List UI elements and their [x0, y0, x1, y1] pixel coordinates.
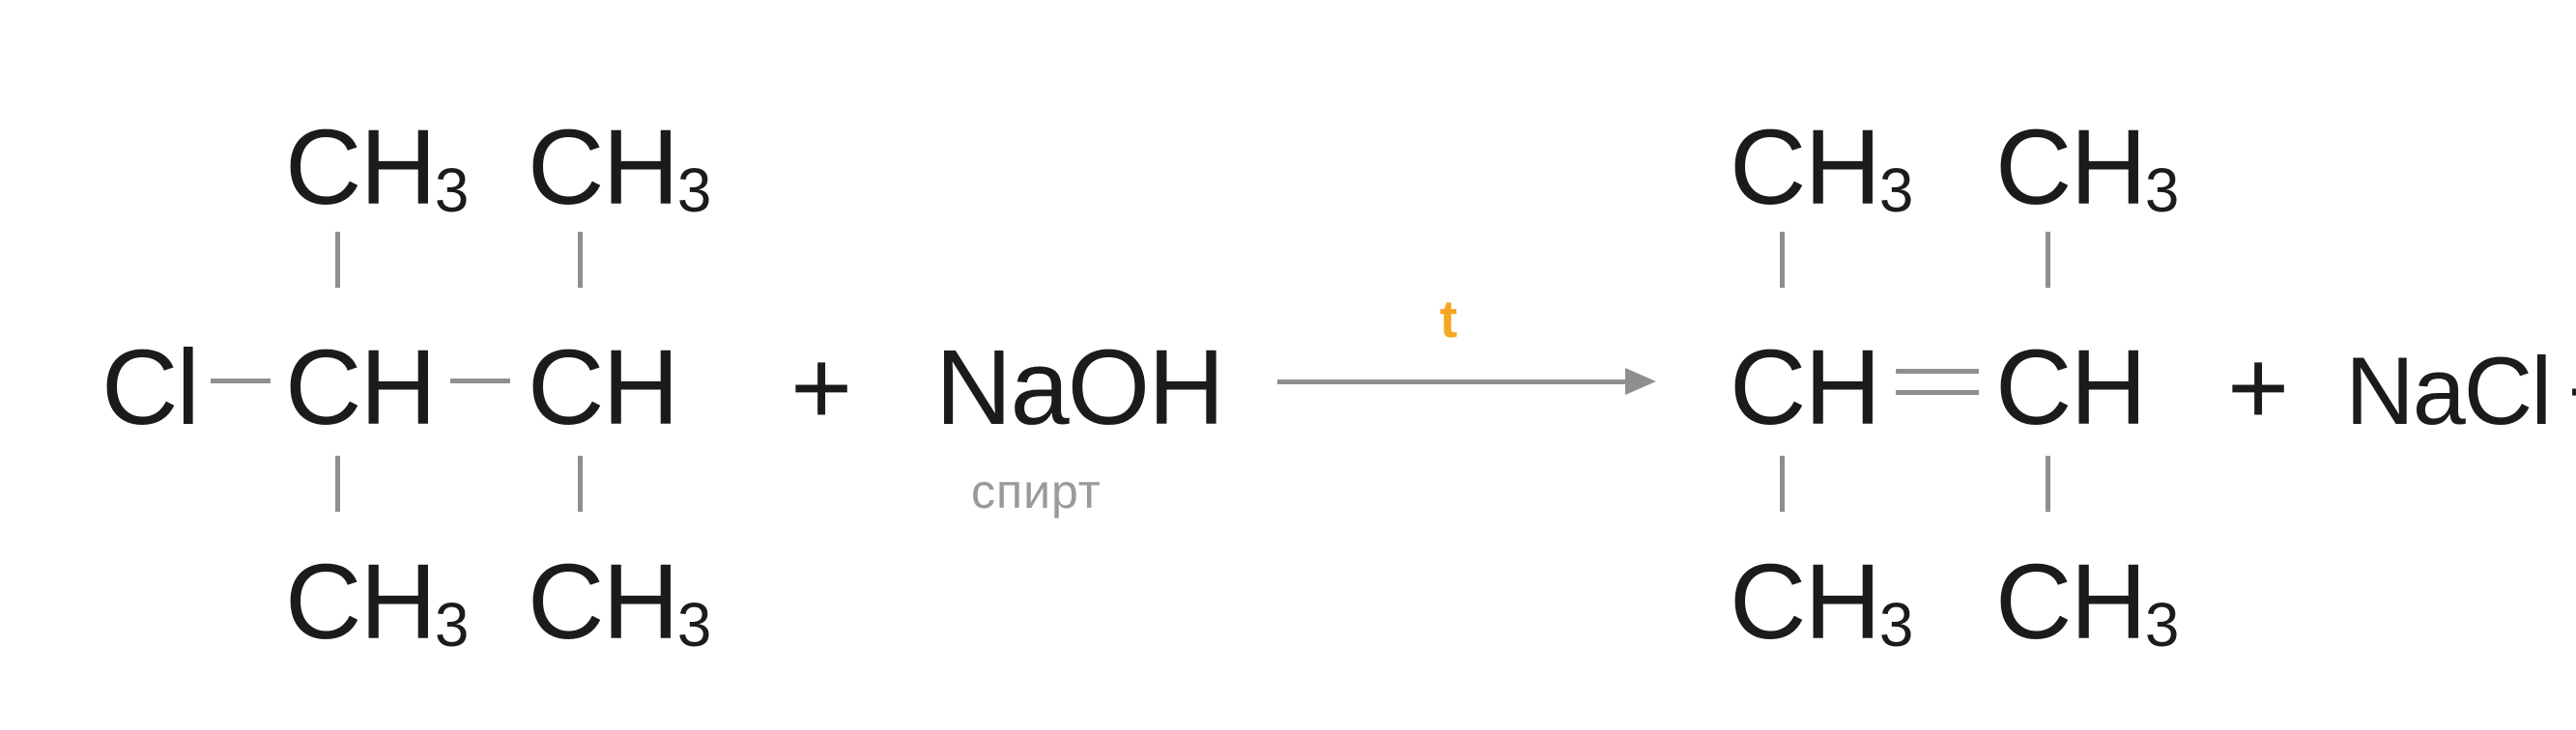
bond-c1-top: [335, 232, 340, 288]
atom-c1-bottom: CH3: [285, 541, 469, 663]
reaction-arrow-line: [1277, 379, 1629, 384]
bond-c2-top: [578, 232, 583, 288]
product-nacl: NaCl: [2345, 336, 2550, 446]
atom-c1: CH: [285, 326, 435, 449]
plus-2: +: [2227, 326, 2287, 449]
atom-c2-top: CH3: [528, 106, 711, 229]
prod-atom-c1-bottom: CH3: [1730, 541, 1913, 663]
bond-c1-c2: [450, 379, 510, 383]
atom-c2: CH: [528, 326, 677, 449]
prod-atom-c2-top: CH3: [1995, 106, 2179, 229]
prod-bond-c2-bottom: [2046, 456, 2050, 512]
reaction-canvas: Cl CH CH CH3 CH3 CH3 CH3 + NaOH спирт t …: [0, 0, 2576, 730]
reagent-annotation: спирт: [971, 463, 1102, 519]
bond-cl-c1: [211, 379, 271, 383]
prod-atom-c2-bottom: CH3: [1995, 541, 2179, 663]
prod-bond-c1-bottom: [1780, 456, 1785, 512]
plus-3: +: [2567, 336, 2576, 446]
prod-bond-c2-top: [2046, 232, 2050, 288]
bond-c2-bottom: [578, 456, 583, 512]
reaction-condition: t: [1440, 288, 1457, 350]
prod-atom-c1: CH: [1730, 326, 1879, 449]
reaction-arrow-head: [1625, 368, 1656, 395]
bond-c1-bottom: [335, 456, 340, 512]
prod-atom-c2: CH: [1995, 326, 2145, 449]
tail-products: + NaCl + H2O: [2227, 326, 2576, 449]
reagent-naoh: NaOH: [935, 326, 1223, 449]
prod-atom-c1-top: CH3: [1730, 106, 1913, 229]
bond-double-bottom: [1896, 390, 1979, 395]
atom-cl: Cl: [101, 326, 198, 449]
plus-1: +: [790, 326, 850, 449]
bond-double-top: [1896, 369, 1979, 374]
atom-c2-bottom: CH3: [528, 541, 711, 663]
prod-bond-c1-top: [1780, 232, 1785, 288]
atom-c1-top: CH3: [285, 106, 469, 229]
